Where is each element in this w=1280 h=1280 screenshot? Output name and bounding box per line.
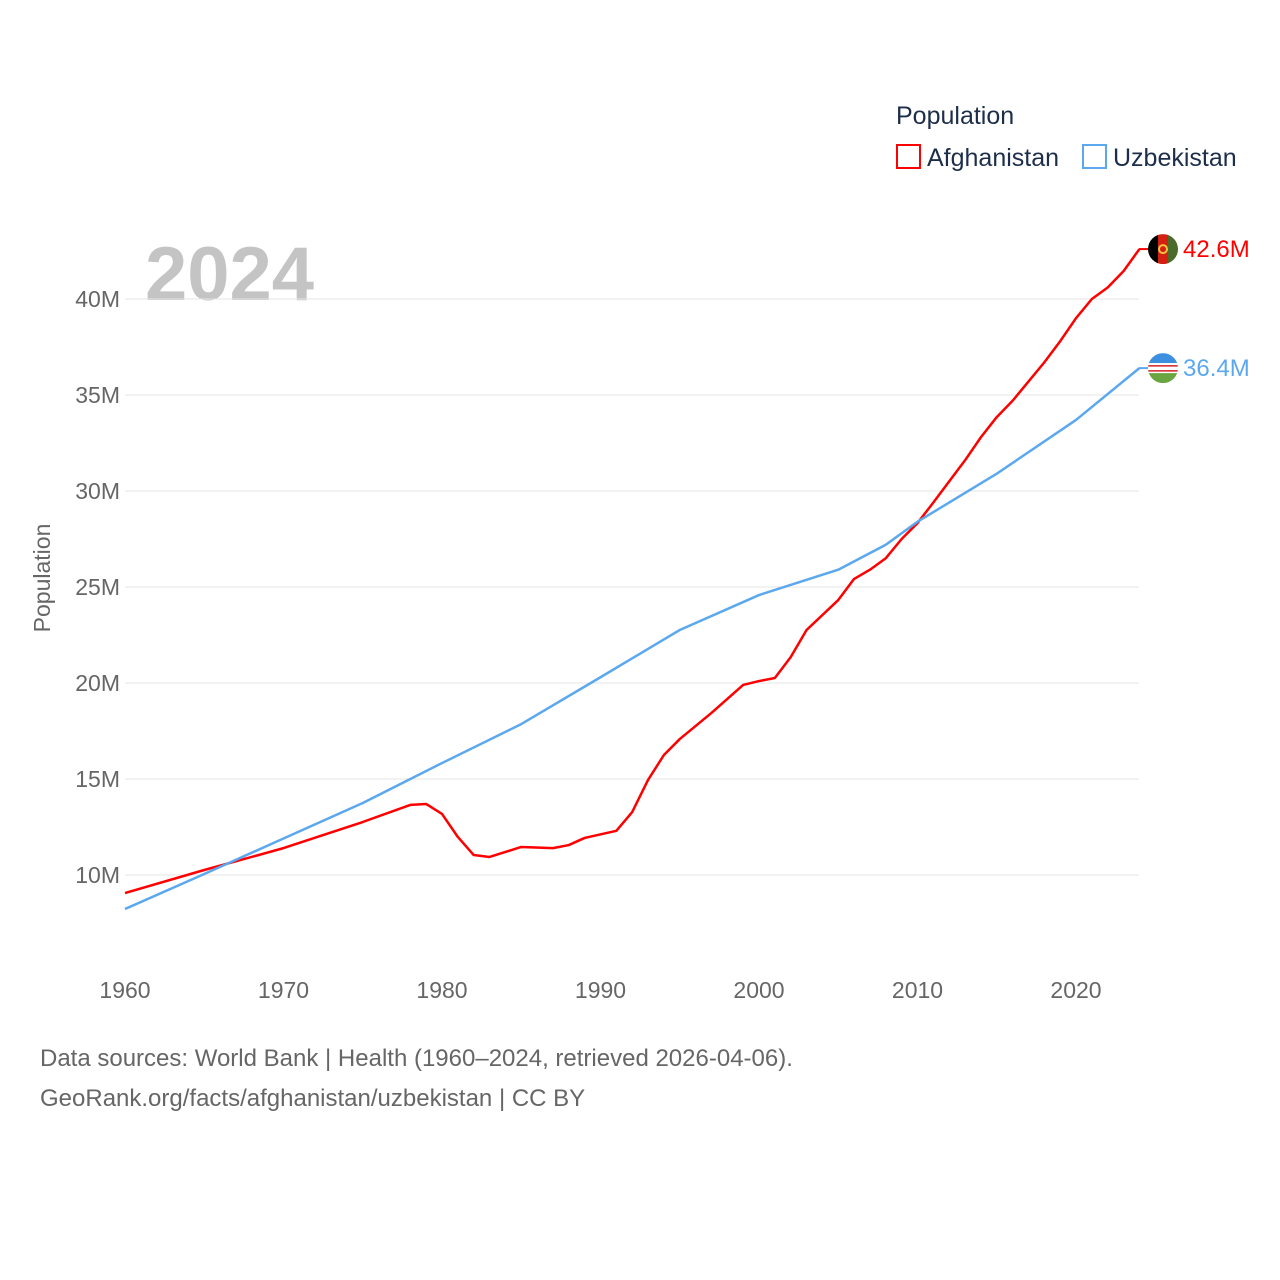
x-tick-label: 1980 [416, 977, 467, 1003]
legend-swatch-afghanistan [896, 144, 921, 169]
series-line-afghanistan [124, 248, 1141, 895]
y-tick-label: 25M [75, 574, 120, 600]
x-tick-label: 1960 [99, 977, 150, 1003]
legend-swatch-uzbekistan [1082, 144, 1107, 169]
end-value-label-afghanistan: 42.6M [1183, 236, 1250, 263]
y-axis-title: Population [29, 524, 55, 633]
legend-label-afghanistan: Afghanistan [927, 144, 1059, 172]
y-tick-label: 20M [75, 670, 120, 696]
y-tick-label: 30M [75, 478, 120, 504]
y-tick-label: 35M [75, 382, 120, 408]
x-tick-label: 2010 [892, 977, 943, 1003]
y-tick-label: 40M [75, 286, 120, 312]
data-source-text: Data sources: World Bank | Health (1960–… [40, 1045, 793, 1072]
series-line-uzbekistan [124, 367, 1141, 911]
year-label: 2024 [145, 232, 314, 317]
legend-title: Population [896, 102, 1014, 130]
attribution-link[interactable]: GeoRank.org/facts/afghanistan/uzbekistan… [40, 1085, 586, 1112]
y-tick-label: 15M [75, 766, 120, 792]
uzbekistan-flag-icon [1148, 353, 1178, 384]
end-value-label-uzbekistan: 36.4M [1183, 355, 1250, 382]
x-tick-label: 1970 [258, 977, 309, 1003]
y-tick-label: 10M [75, 862, 120, 888]
afghanistan-flag-icon [1148, 234, 1178, 265]
x-tick-label: 1990 [575, 977, 626, 1003]
x-tick-label: 2000 [733, 977, 784, 1003]
x-tick-label: 2020 [1050, 977, 1101, 1003]
legend-label-uzbekistan: Uzbekistan [1113, 144, 1237, 172]
